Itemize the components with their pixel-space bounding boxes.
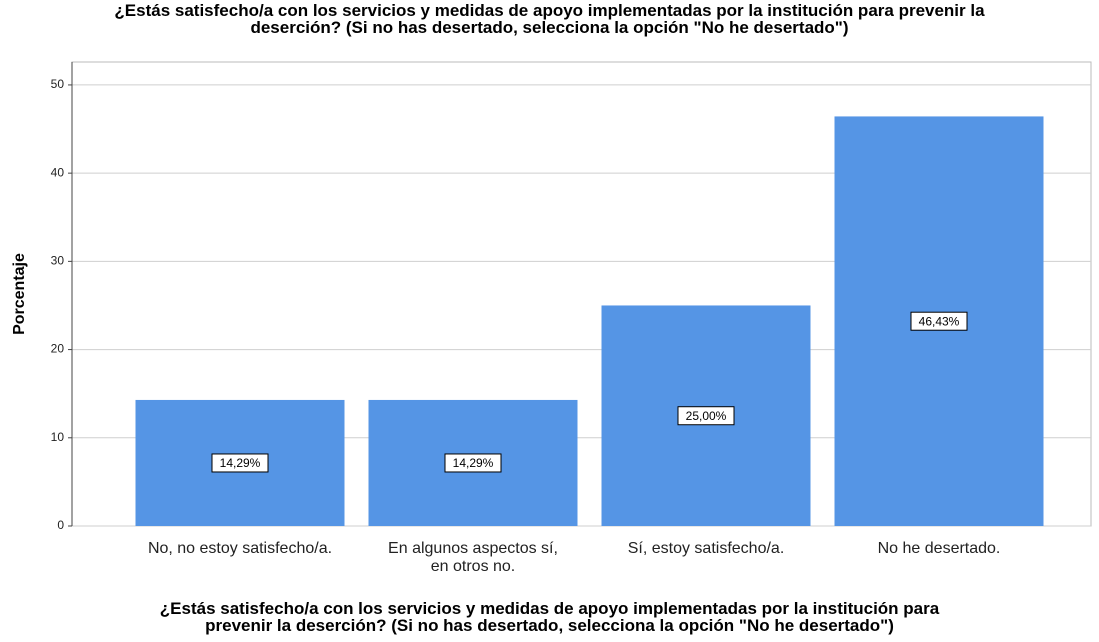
x-tick-label: Sí, estoy satisfecho/a. [627,540,785,557]
x-tick-label: En algunos aspectos sí, en otros no. [388,540,558,575]
value-label-box [677,406,735,426]
y-tick-label: 0 [57,518,64,532]
value-label: 46,43% [919,314,960,328]
y-tick-label: 10 [51,430,65,444]
y-tick-label: 50 [51,77,65,91]
value-label: 14,29% [220,456,261,470]
y-tick-label: 20 [51,342,65,356]
value-label-box [444,453,502,473]
title-line: ¿Estás satisfecho/a con los servicios y … [114,1,985,20]
x-tick-label: No, no estoy satisfecho/a. [147,540,333,557]
value-label-box [910,311,968,331]
x-tick-label: No he desertado. [877,540,1001,557]
y-axis-label: Porcentaje [11,253,28,335]
y-tick-label: 30 [51,254,65,268]
xlabel-line: ¿Estás satisfecho/a con los servicios y … [159,599,940,618]
xlabel-line: prevenir la deserción? (Si no has desert… [205,616,894,635]
value-label: 25,00% [686,409,727,423]
value-label-box [211,453,269,473]
title-line: deserción? (Si no has desertado, selecci… [250,18,849,37]
chart-title: ¿Estás satisfecho/a con los servicios y … [0,2,1099,36]
x-axis-label: ¿Estás satisfecho/a con los servicios y … [0,600,1099,634]
y-tick-label: 40 [51,165,65,179]
value-label: 14,29% [453,456,494,470]
